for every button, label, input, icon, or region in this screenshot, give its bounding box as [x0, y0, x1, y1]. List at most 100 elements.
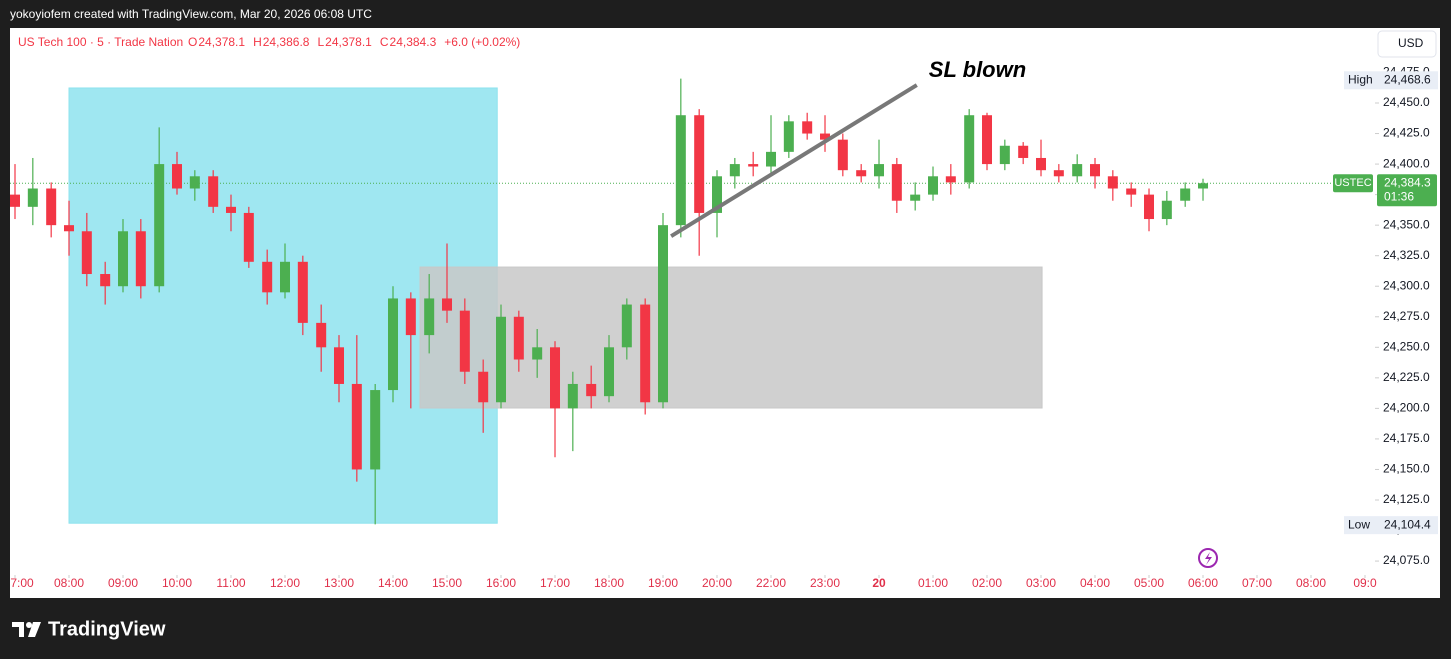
candle-body	[280, 261, 291, 293]
candle-body	[496, 316, 507, 403]
y-tick-label: 24,425.0	[1383, 126, 1430, 140]
candle-body	[1180, 188, 1191, 201]
currency-button[interactable]	[1377, 30, 1437, 58]
last-price-name-bg	[1333, 174, 1373, 193]
candle-body	[27, 188, 38, 207]
legend-change: +6.0 (+0.02%)	[444, 35, 520, 49]
x-tick-label: 17:00	[540, 576, 570, 590]
x-tick-label: 20:00	[702, 576, 732, 590]
price-marker-label: 24,468.6	[1384, 72, 1431, 86]
x-tick-label: 03:00	[1026, 576, 1056, 590]
candle-body	[712, 176, 723, 213]
candle-body	[297, 261, 308, 323]
price-marker-label: 24,104.4	[1384, 517, 1431, 531]
candle-body	[135, 231, 146, 287]
x-tick-label: 10:00	[162, 576, 192, 590]
y-tick-label: 24,175.0	[1383, 431, 1430, 445]
last-price-label: 24,384.3	[1384, 175, 1431, 189]
legend-key: H	[253, 35, 262, 49]
candle-body	[442, 298, 453, 311]
candle-body	[424, 298, 435, 336]
y-tick-label: 24,250.0	[1383, 339, 1430, 353]
legend-value: 24,378.1	[198, 35, 245, 49]
candle-body	[910, 194, 921, 201]
currency: USD	[1398, 36, 1424, 50]
x-tick-label: 20	[872, 576, 886, 590]
alert-icon[interactable]	[1198, 548, 1218, 568]
candle-body	[64, 225, 75, 232]
candle-body	[172, 164, 183, 189]
candle-body	[658, 225, 669, 403]
candle-body	[1036, 157, 1047, 171]
candle-body	[856, 170, 867, 177]
plot: SL blown	[10, 57, 1375, 525]
candle-body	[118, 231, 129, 287]
footer-brand: TradingView	[48, 618, 166, 640]
x-tick-label: 02:00	[972, 576, 1002, 590]
candle-body	[388, 298, 399, 391]
candle-body	[999, 145, 1010, 165]
candle-body	[1053, 170, 1064, 177]
candle-body	[1018, 145, 1029, 158]
last-price-bg	[1377, 174, 1437, 207]
candle-body	[316, 322, 327, 348]
candle-body	[243, 212, 254, 262]
candle-body	[945, 176, 956, 183]
countdown: 01:36	[1384, 189, 1414, 203]
x-tick-label: 05:00	[1134, 576, 1164, 590]
x-tick-label: 14:00	[378, 576, 408, 590]
candle-body	[459, 310, 470, 372]
y-tick-label: 24,450.0	[1383, 95, 1430, 109]
x-tick-label: 08:00	[54, 576, 84, 590]
candle-body	[1198, 183, 1209, 189]
y-tick-label: 24,125.0	[1383, 492, 1430, 506]
candle-body	[766, 151, 777, 167]
legend-value: 24,384.3	[390, 35, 437, 49]
candle-body	[729, 164, 740, 177]
candle-body	[262, 261, 273, 293]
logo-mark	[28, 622, 41, 637]
candle-body	[1126, 188, 1137, 195]
candle-body	[675, 115, 686, 226]
candle-body	[478, 371, 489, 403]
ohlc-legend: O 24,378.1 H 24,386.8 L 24,378.1 C 24,384.3 +6.0…	[188, 35, 520, 49]
price-marker-bg	[1344, 71, 1438, 90]
legend-value: 24,386.8	[263, 35, 310, 49]
trend-line	[670, 83, 918, 238]
x-tick-label: 04:00	[1080, 576, 1110, 590]
candle-body	[567, 383, 578, 409]
candle-body	[532, 347, 543, 360]
x-tick-label: 15:00	[432, 576, 462, 590]
price-marker-name: Low	[1348, 517, 1370, 531]
candle-body	[10, 194, 21, 207]
candle-body	[874, 164, 885, 177]
zone	[419, 266, 1043, 409]
logo-dot	[26, 622, 32, 628]
candle-body	[1107, 176, 1118, 189]
legend-key: C	[380, 35, 389, 49]
candle-body	[891, 164, 902, 201]
candle-body	[640, 304, 651, 403]
candle-body	[964, 115, 975, 183]
candle-body	[513, 316, 524, 360]
candle-body	[405, 298, 416, 336]
y-tick-label: 24,400.0	[1383, 156, 1430, 170]
y-tick-label: 24,350.0	[1383, 217, 1430, 231]
candle-body	[694, 115, 705, 213]
caption: yokoyiofem created with TradingView.com,…	[10, 7, 372, 21]
candle-body	[820, 133, 831, 140]
y-tick-label: 24,275.0	[1383, 309, 1430, 323]
legend-value: 24,378.1	[325, 35, 372, 49]
legend-key: L	[317, 35, 324, 49]
y-tick-label: 24,325.0	[1383, 248, 1430, 262]
x-tick-label: 7:00	[10, 576, 34, 590]
candle-body	[1072, 164, 1083, 177]
symbol: US Tech 100 · 5 · Trade Nation	[18, 35, 183, 49]
x-tick-label: 16:00	[486, 576, 516, 590]
legend-key: O	[188, 35, 197, 49]
y-tick-label: 24,075.0	[1383, 553, 1430, 567]
candle-body	[783, 121, 794, 152]
x-tick-label: 08:00	[1296, 576, 1326, 590]
candle-body	[982, 115, 993, 165]
